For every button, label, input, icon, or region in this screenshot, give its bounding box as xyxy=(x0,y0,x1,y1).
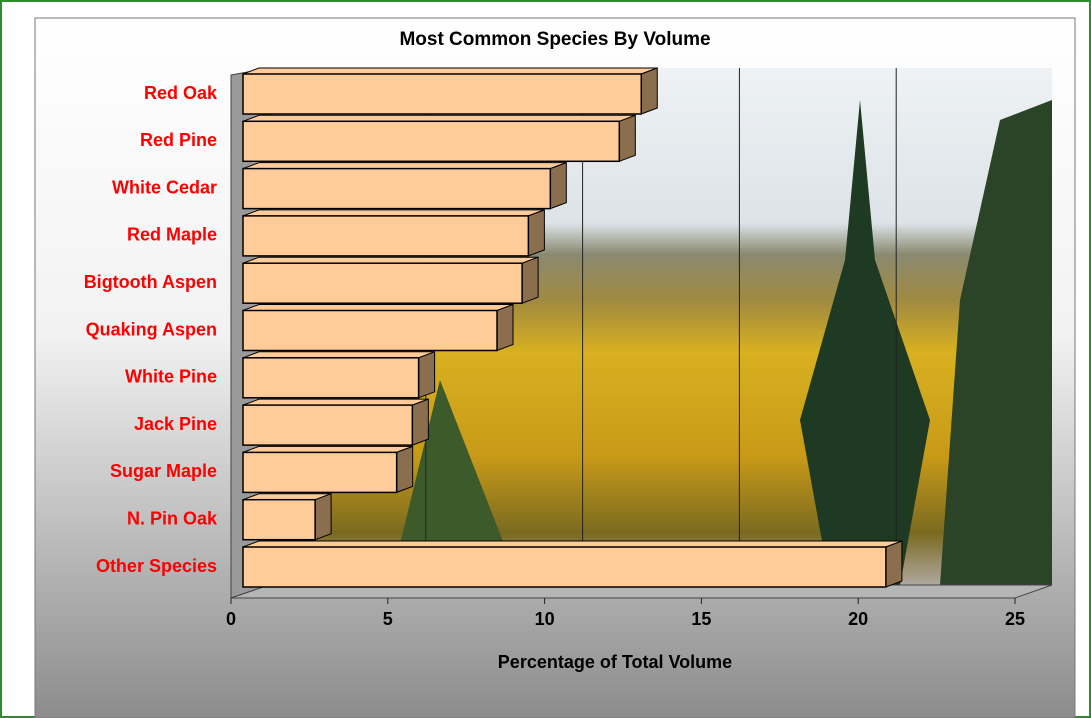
bar-top xyxy=(243,352,435,358)
bar-side xyxy=(550,163,566,209)
x-tick-label: 25 xyxy=(1005,609,1025,629)
bar-side xyxy=(419,352,435,398)
y-tick-label: Jack Pine xyxy=(134,414,217,434)
bar-side xyxy=(619,115,635,161)
bar-top xyxy=(243,257,538,263)
bar-top xyxy=(243,163,566,169)
bar-top xyxy=(243,541,902,547)
bar xyxy=(243,452,397,492)
y-tick-label: Other Species xyxy=(96,556,217,576)
chart-title: Most Common Species By Volume xyxy=(399,29,710,50)
bar-top xyxy=(243,305,513,311)
x-tick-label: 10 xyxy=(535,609,555,629)
x-tick-label: 0 xyxy=(226,609,236,629)
bar-side xyxy=(886,541,902,587)
bar xyxy=(243,500,315,540)
chart: Most Common Species By Volume Percentage… xyxy=(0,0,1091,718)
y-tick-label: Sugar Maple xyxy=(110,461,217,481)
bar-side xyxy=(522,257,538,303)
bar-top xyxy=(243,399,428,405)
bar-top xyxy=(243,68,657,74)
bar xyxy=(243,405,412,445)
bar xyxy=(243,311,497,351)
x-axis-title: Percentage of Total Volume xyxy=(498,652,732,672)
y-tick-label: White Cedar xyxy=(112,177,217,197)
bar-side xyxy=(497,305,513,351)
bar-top xyxy=(243,115,635,121)
bar xyxy=(243,169,550,209)
bar-side xyxy=(315,494,331,540)
y-tick-label: Bigtooth Aspen xyxy=(84,272,217,292)
bar-top xyxy=(243,446,413,452)
x-tick-label: 15 xyxy=(691,609,711,629)
bar xyxy=(243,121,619,161)
y-tick-label: Quaking Aspen xyxy=(86,319,217,339)
bar-side xyxy=(641,68,657,114)
bar xyxy=(243,263,522,303)
bar-side xyxy=(397,446,413,492)
y-tick-label: Red Maple xyxy=(127,225,217,245)
bar xyxy=(243,216,528,256)
x-tick-label: 5 xyxy=(383,609,393,629)
y-tick-label: N. Pin Oak xyxy=(127,508,218,528)
y-tick-label: White Pine xyxy=(125,367,217,387)
bar-top xyxy=(243,210,544,216)
y-tick-label: Red Pine xyxy=(140,130,217,150)
bar-side xyxy=(412,399,428,445)
x-tick-label: 20 xyxy=(848,609,868,629)
y-tick-label: Red Oak xyxy=(144,83,218,103)
bar xyxy=(243,358,419,398)
bar xyxy=(243,74,641,114)
bar xyxy=(243,547,886,587)
bar-side xyxy=(528,210,544,256)
